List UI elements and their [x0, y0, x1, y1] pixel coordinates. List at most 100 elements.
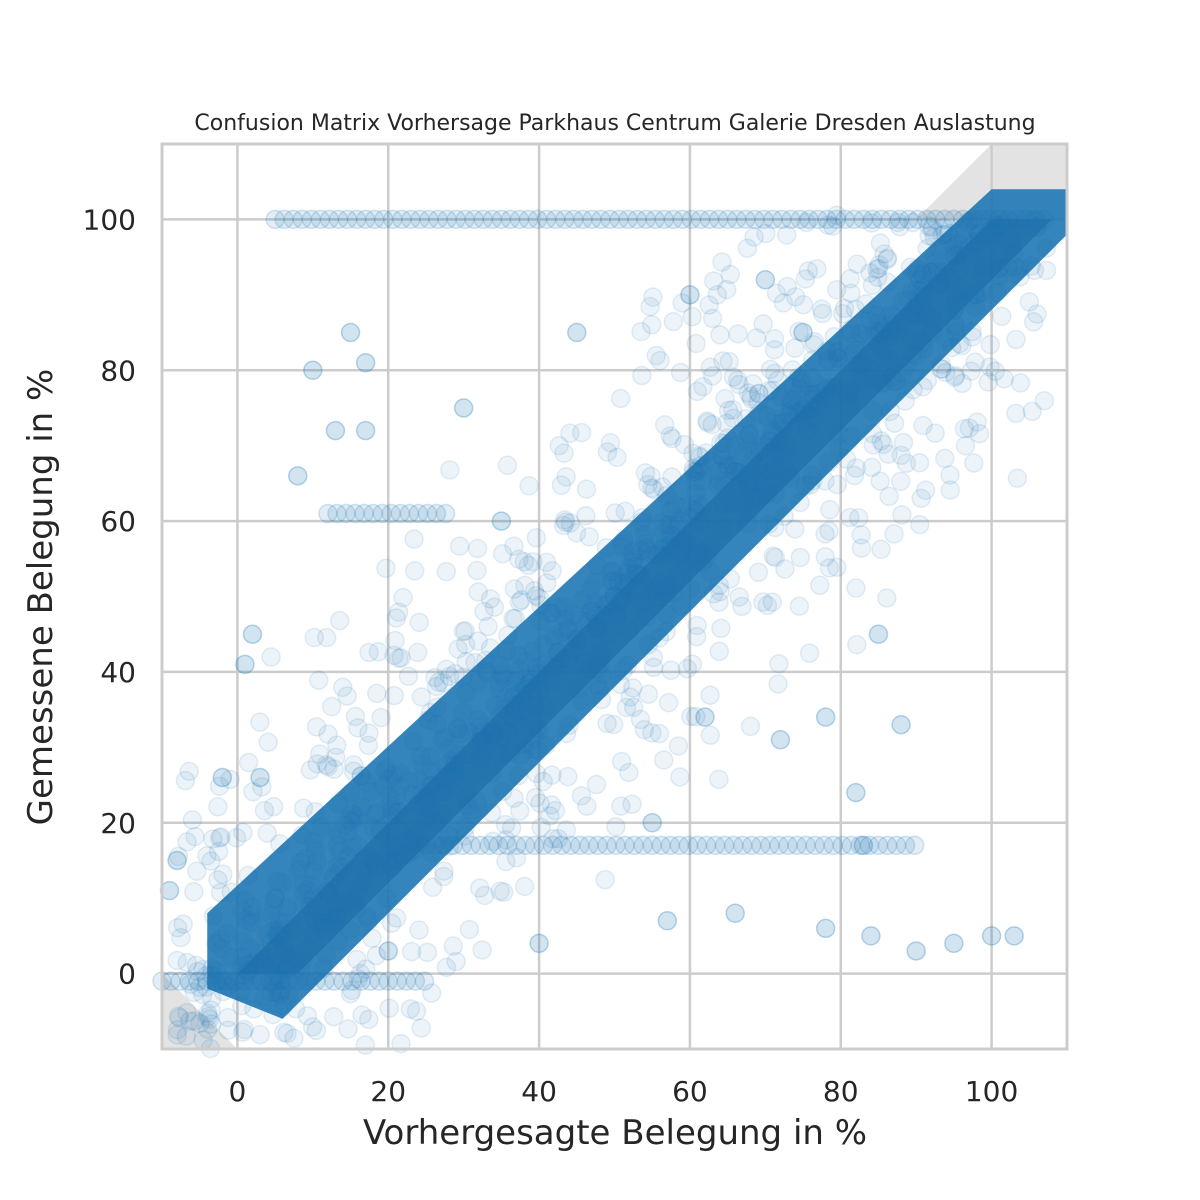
data-point — [643, 657, 664, 678]
data-point — [283, 918, 303, 939]
data-point — [235, 890, 255, 910]
data-point — [708, 209, 729, 230]
data-point — [986, 225, 1007, 245]
data-point — [660, 835, 681, 856]
x-tick-label: 80 — [823, 1075, 859, 1108]
data-point — [542, 829, 563, 849]
data-point — [738, 383, 759, 403]
data-point — [943, 235, 963, 256]
data-point — [964, 453, 984, 473]
data-point — [337, 686, 357, 706]
data-point — [240, 938, 260, 959]
data-point — [862, 457, 882, 478]
data-point — [791, 369, 811, 390]
data-point — [760, 359, 781, 380]
data-point — [949, 240, 970, 260]
data-point — [242, 624, 263, 644]
data-point — [501, 818, 522, 838]
data-point — [421, 761, 442, 782]
data-point — [472, 730, 492, 750]
y-tick-label: 40 — [100, 656, 136, 689]
data-point — [675, 553, 695, 573]
data-point — [477, 662, 497, 683]
data-point — [167, 918, 188, 938]
data-point — [209, 776, 230, 797]
data-point — [419, 209, 439, 230]
data-point — [270, 984, 291, 1004]
data-point — [613, 534, 634, 554]
data-point — [869, 255, 889, 275]
data-point — [881, 367, 902, 388]
data-point — [168, 846, 189, 867]
data-point — [420, 775, 441, 796]
data-point — [772, 413, 793, 434]
data-point — [365, 852, 385, 872]
data-point — [231, 995, 252, 1016]
data-point — [340, 920, 361, 940]
data-point — [645, 580, 666, 600]
data-point — [404, 561, 425, 581]
data-point — [279, 984, 299, 1005]
data-point — [482, 724, 502, 744]
data-point — [217, 924, 237, 944]
data-point — [290, 852, 311, 873]
data-point — [616, 697, 637, 718]
y-axis-label: Gemessene Belegung in % — [21, 369, 61, 826]
data-point — [745, 209, 765, 230]
data-point — [453, 398, 474, 418]
data-point — [541, 795, 562, 815]
data-point — [964, 284, 985, 304]
data-point — [497, 455, 518, 476]
data-point — [431, 804, 452, 824]
data-point — [471, 728, 491, 748]
data-point — [344, 807, 365, 828]
data-point — [609, 587, 630, 608]
data-point — [860, 263, 880, 283]
data-point — [597, 442, 618, 462]
data-point — [364, 209, 385, 230]
data-point — [600, 209, 620, 230]
data-point — [221, 947, 242, 968]
data-point — [965, 297, 986, 318]
data-point — [212, 970, 232, 991]
data-point — [653, 750, 674, 770]
data-point — [483, 831, 503, 852]
data-point — [243, 781, 263, 802]
data-point — [967, 412, 987, 432]
data-point — [834, 298, 855, 319]
data-point — [412, 755, 433, 775]
data-point — [777, 276, 798, 297]
data-point — [435, 503, 456, 524]
data-point — [369, 971, 389, 991]
data-point — [798, 261, 819, 281]
data-point — [437, 776, 458, 796]
data-point — [715, 388, 735, 409]
data-point — [819, 521, 839, 541]
data-point — [1036, 238, 1057, 258]
data-point — [449, 536, 470, 556]
data-point — [434, 861, 454, 881]
data-point — [288, 466, 308, 486]
data-point — [815, 380, 836, 400]
data-point — [443, 936, 464, 956]
data-point — [705, 835, 726, 856]
data-point — [760, 431, 781, 452]
data-point — [171, 927, 191, 948]
data-point — [177, 1002, 197, 1023]
data-point — [274, 209, 294, 230]
data-point — [657, 583, 677, 604]
data-point — [426, 503, 447, 524]
data-point — [300, 896, 320, 917]
data-point — [789, 321, 809, 342]
data-point — [692, 552, 712, 573]
data-point — [1007, 209, 1027, 230]
data-point — [642, 545, 662, 565]
data-point — [475, 885, 495, 906]
data-point — [599, 625, 620, 645]
data-point — [597, 713, 617, 734]
data-point — [877, 588, 897, 608]
data-point — [201, 988, 222, 1009]
data-point — [696, 835, 717, 856]
data-point — [293, 798, 314, 818]
data-point — [185, 1011, 205, 1031]
